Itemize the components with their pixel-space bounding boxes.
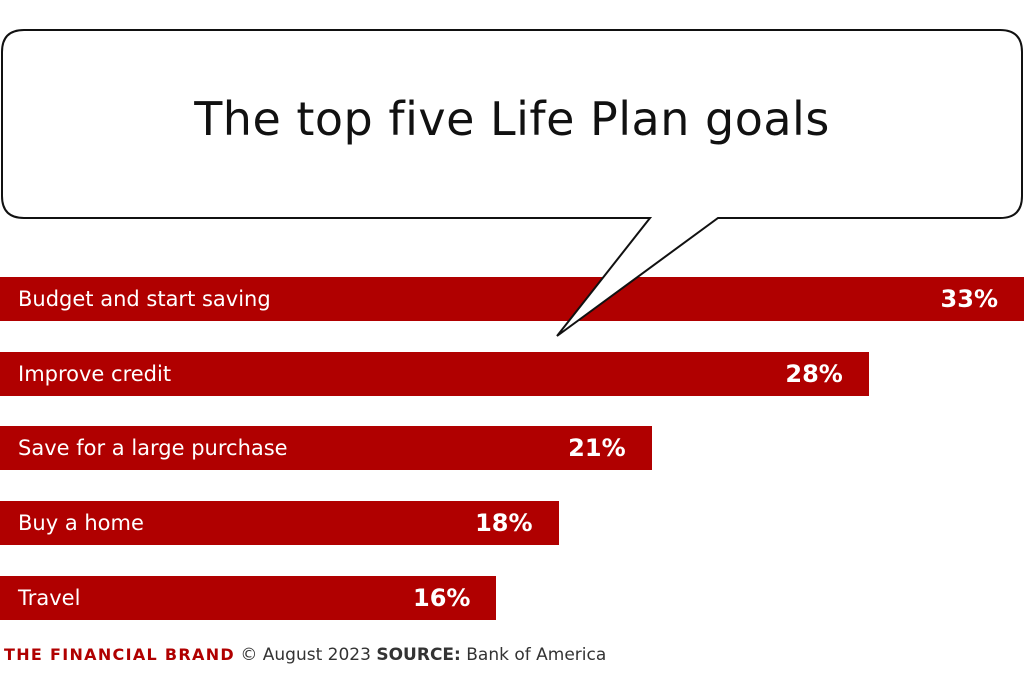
bar-category-label: Travel bbox=[18, 585, 81, 610]
bar-value-label: 16% bbox=[413, 583, 471, 612]
source-label: SOURCE: bbox=[376, 645, 461, 665]
bar-value-label: 33% bbox=[940, 285, 998, 313]
bar: Buy a home 18% bbox=[0, 501, 559, 546]
source-value: Bank of America bbox=[466, 645, 607, 665]
bar-value-label: 28% bbox=[785, 359, 843, 388]
bar-value-label: 18% bbox=[475, 509, 533, 538]
chart-title: The top five Life Plan goals bbox=[194, 92, 830, 146]
bar-category-label: Improve credit bbox=[18, 361, 172, 386]
footer: THE FINANCIAL BRAND © August 2023 SOURCE… bbox=[4, 645, 606, 665]
bar: Save for a large purchase 21% bbox=[0, 426, 652, 471]
bar-category-label: Buy a home bbox=[18, 511, 144, 536]
bar: Travel 16% bbox=[0, 575, 497, 620]
bar-category-label: Save for a large purchase bbox=[18, 436, 288, 461]
brand-logo-text: THE FINANCIAL BRAND bbox=[4, 645, 235, 664]
bar-value-label: 21% bbox=[568, 434, 626, 463]
bar: Improve credit 28% bbox=[0, 351, 869, 396]
copyright-text: © August 2023 bbox=[240, 645, 371, 665]
bar-category-label: Budget and start saving bbox=[18, 287, 271, 311]
bar: Budget and start saving 33% bbox=[0, 277, 1024, 321]
